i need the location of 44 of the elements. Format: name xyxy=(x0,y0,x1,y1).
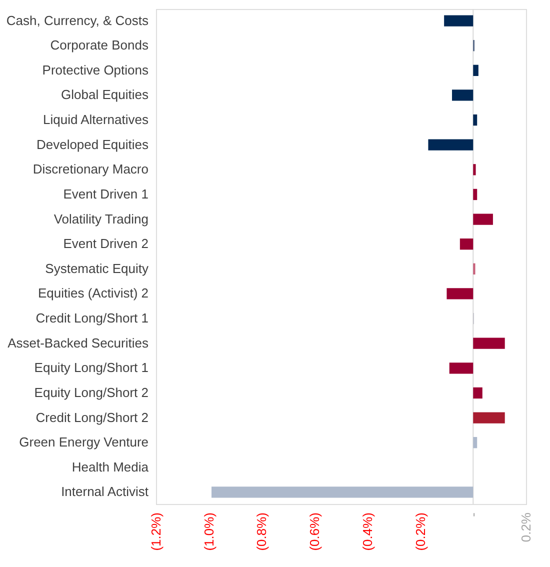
x-tick-label: (0.6%) xyxy=(307,512,322,551)
y-tick-label: Event Driven 2 xyxy=(63,236,148,252)
y-tick-label: Equity Long/Short 1 xyxy=(34,360,148,376)
x-tick-label: (0.8%) xyxy=(254,512,270,551)
bar xyxy=(473,214,493,225)
bar xyxy=(473,338,505,349)
y-tick-label: Equity Long/Short 2 xyxy=(34,384,148,400)
y-tick-label: Systematic Equity xyxy=(45,260,149,276)
y-tick-label: Liquid Alternatives xyxy=(42,112,149,128)
y-tick-label: Developed Equities xyxy=(36,136,149,152)
y-tick-label: Credit Long/Short 2 xyxy=(36,410,148,425)
bar xyxy=(473,412,505,424)
bar xyxy=(473,114,478,126)
y-tick-label: Internal Activist xyxy=(61,484,149,500)
bar xyxy=(473,188,478,200)
bar xyxy=(460,238,474,250)
y-tick-label: Discretionary Macro xyxy=(32,162,148,177)
bar xyxy=(444,15,474,26)
y-tick-label: Cash, Currency, & Costs xyxy=(6,12,149,28)
y-tick-label: Global Equities xyxy=(61,87,149,102)
y-tick-label: Green Energy Venture xyxy=(19,434,148,450)
x-tick-label: - xyxy=(466,512,481,517)
bar xyxy=(446,288,474,300)
y-tick-label: Protective Options xyxy=(42,62,149,78)
y-tick-label: Event Driven 1 xyxy=(63,186,148,202)
y-tick-label: Credit Long/Short 1 xyxy=(36,310,148,326)
bar xyxy=(473,64,478,76)
bar xyxy=(212,486,474,498)
bar xyxy=(473,387,482,399)
y-tick-label: Equities (Activist) 2 xyxy=(38,286,148,301)
bar xyxy=(428,139,474,150)
x-tick-label: 0.2% xyxy=(518,512,534,542)
y-tick-label: Health Media xyxy=(72,459,150,474)
x-tick-label: (1.2%) xyxy=(148,512,164,551)
y-tick-label: Corporate Bonds xyxy=(50,38,149,53)
bar xyxy=(449,362,474,374)
x-tick-label: (0.2%) xyxy=(412,512,428,551)
y-tick-label: Asset-Backed Securities xyxy=(8,335,149,350)
y-tick-label: Volatility Trading xyxy=(54,211,148,226)
x-tick-label: (1.0%) xyxy=(201,512,216,551)
x-tick-label: (0.4%) xyxy=(360,512,375,551)
bar xyxy=(452,90,474,101)
bar xyxy=(473,437,478,448)
bar xyxy=(473,164,476,176)
